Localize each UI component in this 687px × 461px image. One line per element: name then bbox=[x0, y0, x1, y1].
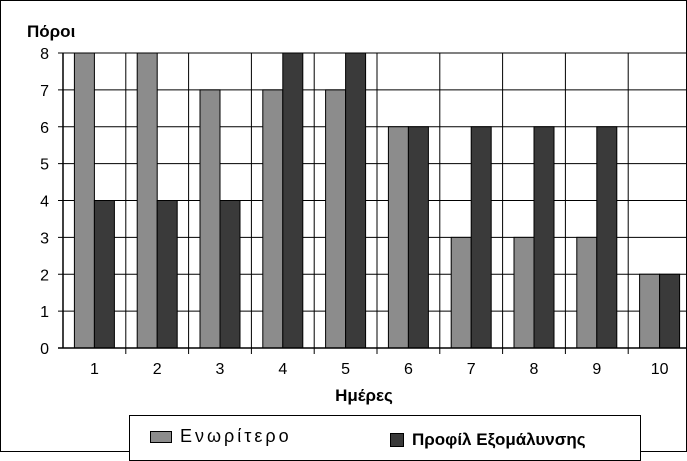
x-tick-label-7: 7 bbox=[467, 361, 476, 378]
x-tick-label-1: 1 bbox=[90, 361, 99, 378]
bar-series-2-day-10 bbox=[659, 273, 681, 349]
bar-series-1-day-9 bbox=[576, 236, 598, 349]
bar-series-2-day-3 bbox=[219, 200, 241, 349]
y-tick-label-4: 4 bbox=[40, 194, 49, 211]
y-tick-label-2: 2 bbox=[40, 267, 49, 284]
x-tick-label-5: 5 bbox=[341, 361, 350, 378]
x-tick-label-10: 10 bbox=[651, 361, 669, 378]
y-tick-label-0: 0 bbox=[40, 341, 49, 358]
bar-series-1-day-4 bbox=[262, 89, 284, 349]
bar-series-2-day-1 bbox=[93, 200, 115, 349]
y-axis-label: Πόροι bbox=[27, 22, 76, 41]
legend-label-series-1: Ενωρίτερο bbox=[180, 426, 292, 446]
y-tick-label-6: 6 bbox=[40, 120, 49, 137]
bar-series-1-day-3 bbox=[199, 89, 221, 349]
bar-series-2-day-2 bbox=[156, 200, 178, 349]
y-tick-label-7: 7 bbox=[40, 83, 49, 100]
bar-series-1-day-6 bbox=[387, 126, 409, 349]
x-tick-label-4: 4 bbox=[278, 361, 287, 378]
legend-swatch-series-2 bbox=[390, 433, 404, 447]
x-tick-label-8: 8 bbox=[530, 361, 539, 378]
bar-series-1-day-7 bbox=[450, 236, 472, 349]
bar-series-2-day-9 bbox=[596, 126, 618, 349]
legend-label-series-2: Προφίλ Εξομάλυνσης bbox=[412, 430, 586, 449]
bar-series-2-day-7 bbox=[470, 126, 492, 349]
y-tick-label-5: 5 bbox=[40, 157, 49, 174]
bar-series-2-day-5 bbox=[345, 52, 367, 349]
y-tick-label-1: 1 bbox=[40, 304, 49, 321]
bar-chart: 0 1 2 3 4 5 6 7 8 1 2 3 4 5 6 7 8 9 10 Πόροι Ημέρες bbox=[27, 22, 687, 405]
bar-series-1-day-8 bbox=[513, 236, 535, 349]
x-tick-label-2: 2 bbox=[153, 361, 162, 378]
y-tick-labels: 0 1 2 3 4 5 6 7 8 bbox=[40, 46, 49, 358]
x-axis-label: Ημέρες bbox=[335, 386, 393, 405]
legend-item-series-1: Ενωρίτερο bbox=[150, 426, 292, 447]
bar-series-2-day-6 bbox=[407, 126, 429, 349]
x-tick-label-6: 6 bbox=[404, 361, 413, 378]
bar-series-1-day-2 bbox=[136, 52, 158, 349]
x-tick-label-3: 3 bbox=[216, 361, 225, 378]
x-tick-labels: 1 2 3 4 5 6 7 8 9 10 bbox=[90, 361, 669, 378]
legend: Ενωρίτερο Προφίλ Εξομάλυνσης bbox=[129, 415, 641, 461]
bar-series-2-day-4 bbox=[282, 52, 304, 349]
legend-swatch-series-1 bbox=[150, 430, 172, 443]
bars bbox=[73, 52, 681, 349]
y-tick-label-3: 3 bbox=[40, 230, 49, 247]
bar-series-1-day-10 bbox=[639, 273, 661, 349]
bar-series-2-day-8 bbox=[533, 126, 555, 349]
y-tick-label-8: 8 bbox=[40, 46, 49, 63]
legend-item-series-2: Προφίλ Εξομάλυνσης bbox=[390, 430, 586, 450]
bar-series-1-day-5 bbox=[325, 89, 347, 349]
x-tick-label-9: 9 bbox=[592, 361, 601, 378]
grid-lines bbox=[58, 52, 687, 354]
axes bbox=[58, 53, 687, 349]
bar-series-1-day-1 bbox=[73, 52, 95, 349]
